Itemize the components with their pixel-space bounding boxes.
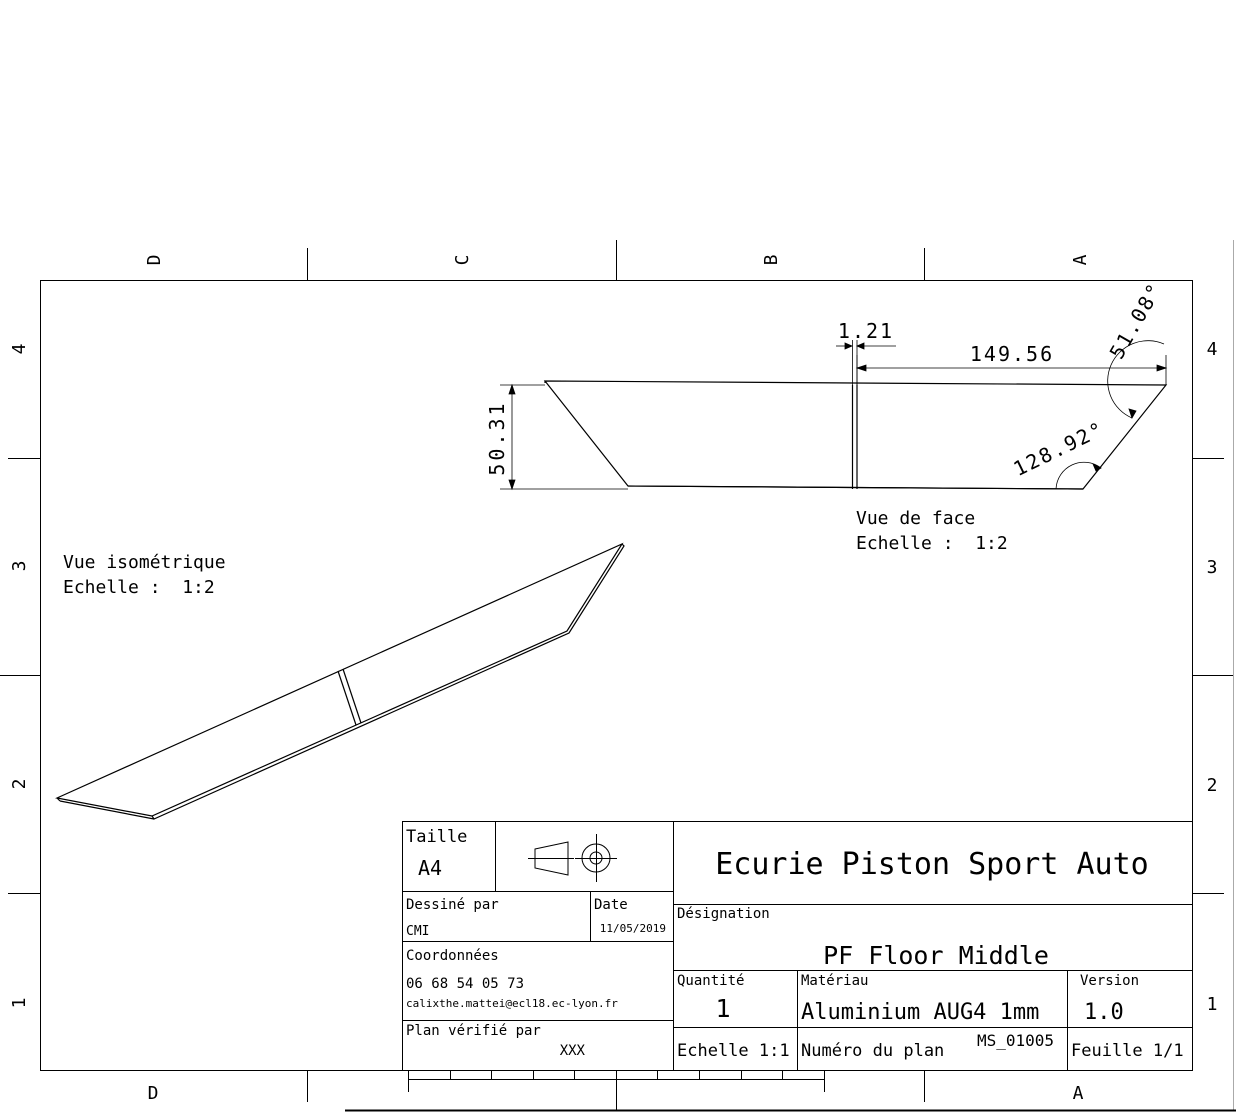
dessine-label: Dessiné par — [406, 897, 499, 913]
col-label-top-b: B — [761, 255, 782, 266]
row-label-left-2: 2 — [9, 779, 30, 790]
email-value: calixthe.mattei@ecl18.ec-lyon.fr — [406, 997, 618, 1010]
row-label-right-2: 2 — [1207, 775, 1218, 796]
front-view-caption: Vue de face Echelle : 1:2 — [856, 508, 1008, 554]
numero-label: Numéro du plan — [801, 1041, 944, 1061]
row-label-left-3: 3 — [9, 561, 30, 572]
isometric-view — [55, 542, 625, 820]
row-label-right-1: 1 — [1207, 994, 1218, 1015]
echelle-value: Echelle 1:1 — [677, 1041, 790, 1061]
front-view-dimension-labels: 1.21 149.56 50.31 51.08° 128.92° — [485, 278, 1167, 481]
front-view-dimensions — [500, 340, 1168, 491]
version-value: 1.0 — [1084, 1000, 1124, 1025]
company-name: Ecurie Piston Sport Auto — [715, 847, 1148, 882]
col-label-top-d: D — [144, 255, 165, 266]
quantite-value: 1 — [715, 994, 730, 1023]
title-block-texts: Taille A4 Ecurie Piston Sport Auto Dessi… — [406, 827, 1184, 1061]
front-view-caption-scale: Echelle : 1:2 — [856, 533, 1008, 554]
border-labels: D C B A D A 4 3 2 1 4 3 2 1 — [9, 254, 1217, 1104]
date-value: 11/05/2019 — [600, 922, 666, 935]
dessine-value: CMI — [406, 924, 429, 939]
col-label-top-c: C — [452, 255, 473, 266]
front-view-caption-title: Vue de face — [856, 508, 975, 529]
title-block — [402, 821, 1193, 1092]
designation-label: Désignation — [677, 906, 770, 922]
date-label: Date — [594, 897, 628, 913]
numero-value: MS_01005 — [977, 1031, 1054, 1050]
row-label-right-3: 3 — [1207, 557, 1218, 578]
taille-value: A4 — [418, 856, 442, 880]
taille-label: Taille — [406, 827, 467, 847]
front-view — [543, 380, 1168, 490]
iso-view-top-face — [55, 542, 624, 817]
feuille-value: Feuille 1/1 — [1071, 1041, 1184, 1061]
iso-view-joint-line — [337, 670, 357, 726]
sheet-frame — [0, 240, 1236, 1112]
projection-symbol-icon — [528, 834, 617, 882]
row-label-right-4: 4 — [1207, 339, 1218, 360]
iso-view-caption-title: Vue isométrique — [63, 552, 226, 573]
angle-bottom-label: 128.92° — [1009, 416, 1108, 481]
phone-value: 06 68 54 05 73 — [406, 976, 524, 992]
coordonnees-label: Coordonnées — [406, 948, 499, 964]
dim-thickness-label: 1.21 — [838, 319, 894, 343]
iso-view-caption: Vue isométrique Echelle : 1:2 — [63, 552, 226, 598]
designation-value: PF Floor Middle — [823, 941, 1049, 970]
col-label-bottom-a: A — [1073, 1083, 1084, 1104]
angle-top-label: 51.08° — [1104, 278, 1167, 363]
row-label-left-4: 4 — [9, 344, 30, 355]
materiau-value: Aluminium AUG4 1mm — [801, 1000, 1039, 1025]
dim-height-label: 50.31 — [485, 400, 509, 475]
dim-length-label: 149.56 — [970, 342, 1054, 366]
row-label-left-1: 1 — [9, 998, 30, 1009]
verifie-value: XXX — [560, 1043, 586, 1059]
verifie-label: Plan vérifié par — [406, 1023, 541, 1039]
quantite-label: Quantité — [677, 973, 744, 989]
col-label-bottom-d: D — [148, 1083, 159, 1104]
col-label-top-a: A — [1070, 254, 1091, 265]
iso-view-caption-scale: Echelle : 1:2 — [63, 577, 215, 598]
materiau-label: Matériau — [801, 973, 868, 989]
version-label: Version — [1080, 973, 1139, 989]
